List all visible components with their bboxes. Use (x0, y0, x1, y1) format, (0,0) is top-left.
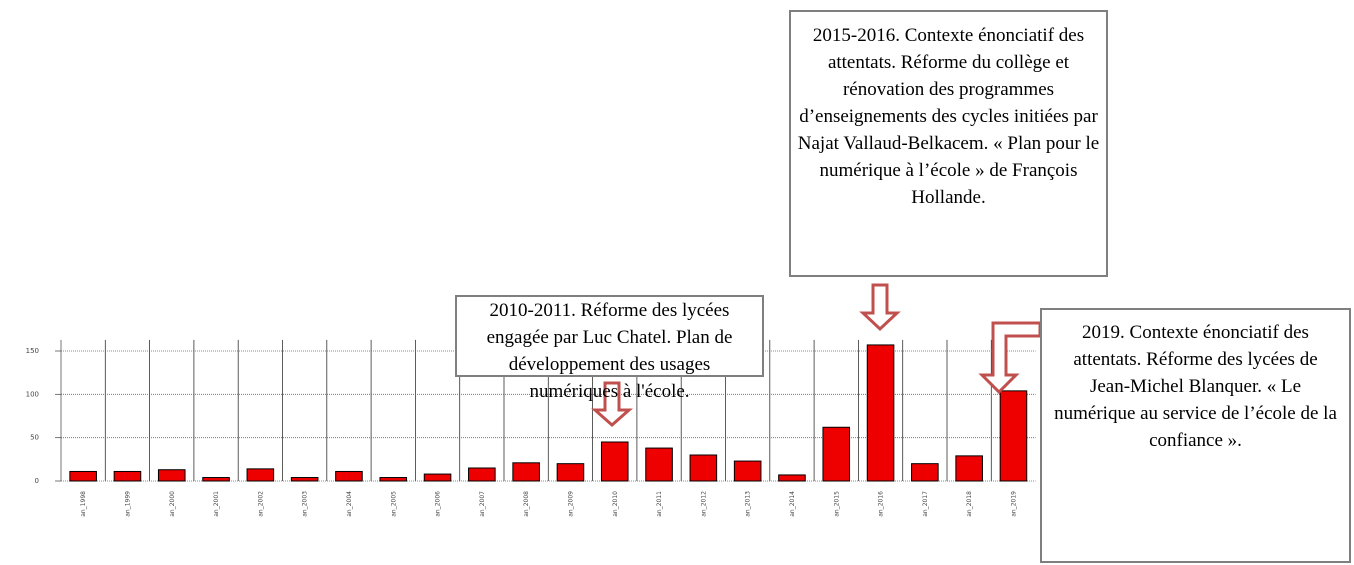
bar (202, 477, 230, 482)
bar (955, 455, 983, 482)
annotation: 2019. Contexte énonciatif des attentats.… (1040, 308, 1351, 563)
bar (246, 468, 275, 482)
x-tick-label: an_2002 (257, 491, 264, 517)
bar (290, 477, 319, 482)
x-tick-label: an_2003 (302, 491, 309, 517)
arrow (859, 283, 901, 332)
x-tick-label: an_1998 (80, 491, 87, 517)
bar (778, 474, 806, 482)
x-tick-label: an_2005 (390, 491, 397, 517)
bar (113, 470, 142, 482)
x-tick-label: an_2010 (612, 491, 619, 517)
bar (911, 463, 939, 482)
arrows (591, 283, 1042, 428)
bar (423, 473, 452, 482)
bar (866, 344, 895, 482)
x-tick-label: an_2011 (656, 491, 663, 517)
x-tick-label: an_2014 (789, 491, 796, 517)
y-tick-label: 150 (26, 347, 39, 355)
bar (379, 477, 408, 482)
annotation: 2010-2011. Réforme des lycées engagée pa… (455, 295, 764, 402)
bar (335, 470, 363, 482)
x-tick-label: an_2000 (169, 491, 176, 517)
y-tick-label: 50 (30, 434, 39, 442)
arrow (591, 381, 633, 428)
annotation: 2015-2016. Contexte énonciatif des atten… (789, 10, 1108, 277)
x-tick-label: an_2018 (966, 491, 973, 517)
x-tick-label: an_1999 (124, 491, 131, 517)
bar (822, 426, 851, 482)
bar (468, 467, 496, 482)
x-tick-label: an_2013 (745, 491, 752, 517)
bar (157, 469, 186, 482)
bar (689, 454, 718, 482)
x-tick-label: an_2009 (567, 491, 574, 517)
x-tick-label: an_2019 (1010, 491, 1017, 517)
bar (600, 441, 629, 482)
x-tick-label: an_2006 (435, 491, 442, 517)
y-tick-label: 0 (35, 477, 39, 485)
x-tick-label: an_2017 (922, 491, 929, 517)
y-tick-label: 100 (26, 390, 39, 398)
x-tick-label: an_2008 (523, 491, 530, 517)
arrow (978, 321, 1042, 395)
bar (556, 463, 585, 482)
x-tick-label: an_2007 (479, 491, 486, 517)
x-tick-label: an_2001 (213, 491, 220, 517)
bar (645, 447, 673, 482)
bar (733, 460, 762, 482)
x-tick-label: an_2012 (700, 491, 707, 517)
x-tick-label: an_2015 (833, 491, 840, 517)
bar (999, 390, 1028, 482)
x-tick-label: an_2004 (346, 491, 353, 517)
bar (512, 462, 540, 482)
x-tick-label: an_2016 (878, 491, 885, 517)
bar (69, 470, 97, 482)
